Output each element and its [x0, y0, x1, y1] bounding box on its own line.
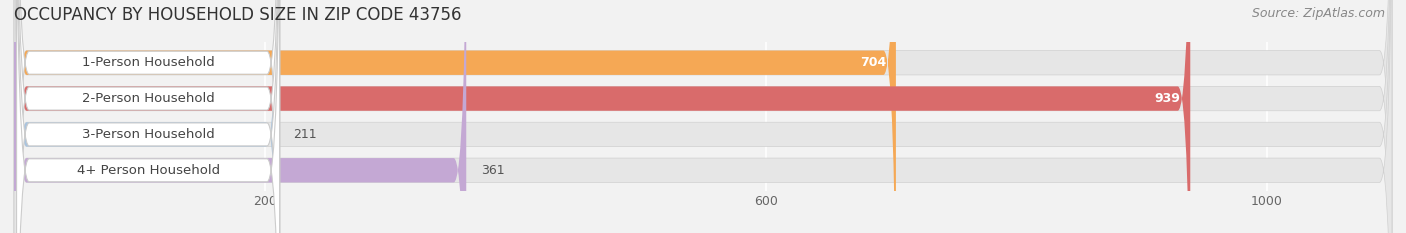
- FancyBboxPatch shape: [17, 0, 280, 233]
- Text: 939: 939: [1154, 92, 1180, 105]
- FancyBboxPatch shape: [17, 0, 280, 233]
- FancyBboxPatch shape: [14, 0, 467, 233]
- Text: 2-Person Household: 2-Person Household: [82, 92, 215, 105]
- Text: 211: 211: [294, 128, 316, 141]
- FancyBboxPatch shape: [14, 0, 1392, 233]
- Text: 1-Person Household: 1-Person Household: [82, 56, 215, 69]
- Text: 3-Person Household: 3-Person Household: [82, 128, 215, 141]
- Text: 704: 704: [859, 56, 886, 69]
- FancyBboxPatch shape: [17, 0, 280, 233]
- Text: Source: ZipAtlas.com: Source: ZipAtlas.com: [1251, 7, 1385, 20]
- Text: 361: 361: [481, 164, 505, 177]
- FancyBboxPatch shape: [17, 0, 280, 233]
- FancyBboxPatch shape: [14, 0, 1392, 233]
- FancyBboxPatch shape: [14, 0, 896, 233]
- FancyBboxPatch shape: [14, 0, 278, 233]
- Text: OCCUPANCY BY HOUSEHOLD SIZE IN ZIP CODE 43756: OCCUPANCY BY HOUSEHOLD SIZE IN ZIP CODE …: [14, 6, 461, 24]
- FancyBboxPatch shape: [14, 0, 1191, 233]
- FancyBboxPatch shape: [14, 0, 1392, 233]
- FancyBboxPatch shape: [14, 0, 1392, 233]
- Text: 4+ Person Household: 4+ Person Household: [76, 164, 219, 177]
